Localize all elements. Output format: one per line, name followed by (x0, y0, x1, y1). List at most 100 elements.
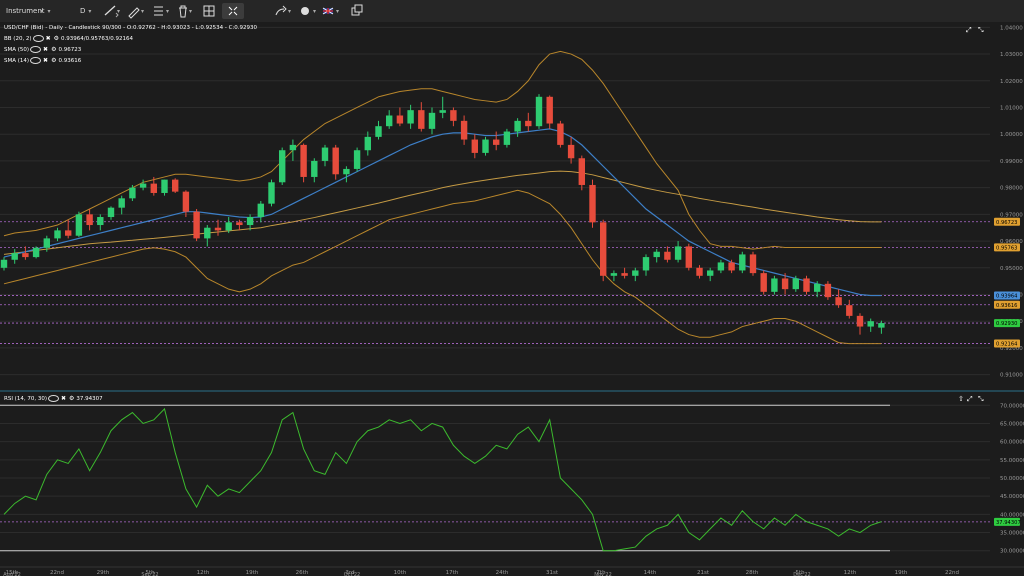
candle-body (257, 203, 264, 218)
candle-body (11, 253, 18, 260)
candle-body (54, 230, 61, 239)
candle-body (332, 147, 339, 175)
date-month-label: Sep'22 (141, 572, 158, 576)
fullscreen-button[interactable] (222, 3, 244, 19)
price-badge (994, 217, 1020, 226)
candle-body (621, 273, 628, 276)
legend-bb-row: BB (20, 2) ✖ ⚙ 0.93964/0.95763/0.92164 (4, 35, 133, 42)
chevron-down-icon: ▾ (141, 8, 145, 15)
close-icon[interactable]: ✖ (60, 395, 66, 402)
gear-icon[interactable]: ⚙ (51, 57, 57, 64)
candle-body (867, 321, 874, 327)
gear-icon[interactable]: ⚙ (53, 35, 60, 42)
share-icon[interactable] (273, 3, 289, 19)
candle-body (343, 168, 350, 175)
candle-body (535, 96, 543, 127)
candle-body (418, 110, 425, 129)
eye-icon[interactable] (30, 57, 42, 64)
close-icon[interactable]: ✖ (43, 57, 49, 64)
candle-body (674, 246, 682, 260)
candle-body (32, 247, 40, 258)
candle-body (856, 315, 864, 327)
legend-bb-label: BB (20, 2) (4, 36, 32, 42)
weather-icon[interactable] (298, 3, 314, 19)
candle-body (460, 120, 468, 140)
candle-body (407, 110, 414, 124)
candle-body (835, 297, 842, 306)
pencil-icon[interactable] (126, 3, 142, 19)
candle-body (792, 278, 799, 290)
timeframe-label: D (80, 7, 86, 15)
maximize-icon[interactable]: ⤡ (978, 395, 984, 403)
candle-body (728, 262, 735, 271)
expand-icon[interactable]: ⤢ (967, 395, 973, 403)
price-tick-label: 1.03000 (1000, 52, 1023, 58)
candle-body (685, 246, 692, 268)
layout-icon[interactable] (201, 3, 217, 19)
candle-body (22, 253, 29, 258)
date-tick-label: 7th (596, 570, 606, 576)
eye-icon[interactable] (32, 35, 44, 42)
date-month-label: Oct'22 (344, 572, 360, 576)
candle-body (161, 179, 168, 193)
legend-rsi-row: RSI (14, 70, 30) ✖ ⚙ 37.94307 (4, 395, 103, 402)
trash-icon[interactable] (175, 3, 191, 19)
expand-icon[interactable]: ⤢ (966, 26, 972, 34)
candle-body (279, 150, 286, 183)
rsi-line (3, 407, 882, 552)
date-month-label: Dec'22 (793, 572, 810, 576)
candle-body (75, 214, 83, 236)
instrument-dropdown[interactable]: Instrument ▾ (6, 3, 51, 19)
candle-body (139, 183, 147, 188)
candle-body (268, 182, 275, 204)
date-tick-label: 21st (697, 570, 710, 576)
date-tick-label: 12th (197, 570, 210, 576)
price-badge-label: 0.93616 (996, 303, 1017, 309)
rsi-tick-label: 70.00000 (1000, 403, 1024, 409)
gear-icon[interactable]: ⚙ (51, 46, 57, 53)
candle-body (707, 270, 714, 276)
date-tick-label: 22nd (945, 570, 959, 576)
fibonacci-icon[interactable] (152, 3, 168, 19)
price-badge-label: 0.92164 (996, 342, 1018, 348)
move-up-icon[interactable]: ⇧ (958, 395, 964, 403)
legend-rsi-label: RSI (14, 70, 30) (4, 396, 47, 402)
eye-icon[interactable] (30, 46, 42, 53)
price-badge-label: 0.96723 (996, 220, 1017, 226)
rsi-badge-label: 37.94307 (996, 520, 1021, 526)
uk-flag-icon[interactable] (321, 3, 337, 19)
bb-lower-line (3, 189, 882, 345)
close-icon[interactable]: ✖ (45, 35, 51, 42)
candle-body (289, 144, 297, 151)
candle-body (546, 96, 553, 124)
date-tick-label: 24th (496, 570, 509, 576)
chart-area[interactable]: 1.04000 1.03000 1.02000 1.01000 1.00000 0.990… (0, 22, 1024, 576)
bb-upper-line (3, 50, 882, 250)
chevron-down-icon: ▾ (313, 8, 317, 15)
legend-bb-values: 0.93964/0.95763/0.92164 (61, 36, 133, 42)
drawing-line-icon[interactable] (103, 3, 119, 19)
price-tick-label: 1.04000 (1000, 25, 1023, 31)
candle-body (653, 251, 660, 258)
date-tick-label: 17th (446, 570, 459, 576)
candle-body (172, 179, 179, 192)
candle-body (642, 257, 650, 271)
rsi-tick-label: 45.00000 (1000, 494, 1024, 500)
date-tick-label: 10th (394, 570, 407, 576)
candle-body (375, 126, 382, 137)
candle-body (129, 187, 136, 199)
candle-body (439, 110, 446, 113)
rsi-tick-label: 55.00000 (1000, 458, 1024, 464)
maximize-icon[interactable]: ⤡ (978, 26, 984, 34)
candle-body (86, 214, 93, 226)
candle-body (364, 136, 371, 151)
close-icon[interactable]: ✖ (43, 46, 49, 53)
price-badge (994, 339, 1020, 348)
gear-icon[interactable]: ⚙ (69, 395, 75, 402)
popout-icon[interactable] (349, 3, 365, 19)
chevron-down-icon: ▾ (166, 8, 170, 15)
eye-icon[interactable] (47, 395, 59, 402)
candle-body (739, 254, 746, 271)
candle-body (878, 323, 885, 328)
timeframe-dropdown[interactable]: D ▾ (80, 3, 91, 19)
